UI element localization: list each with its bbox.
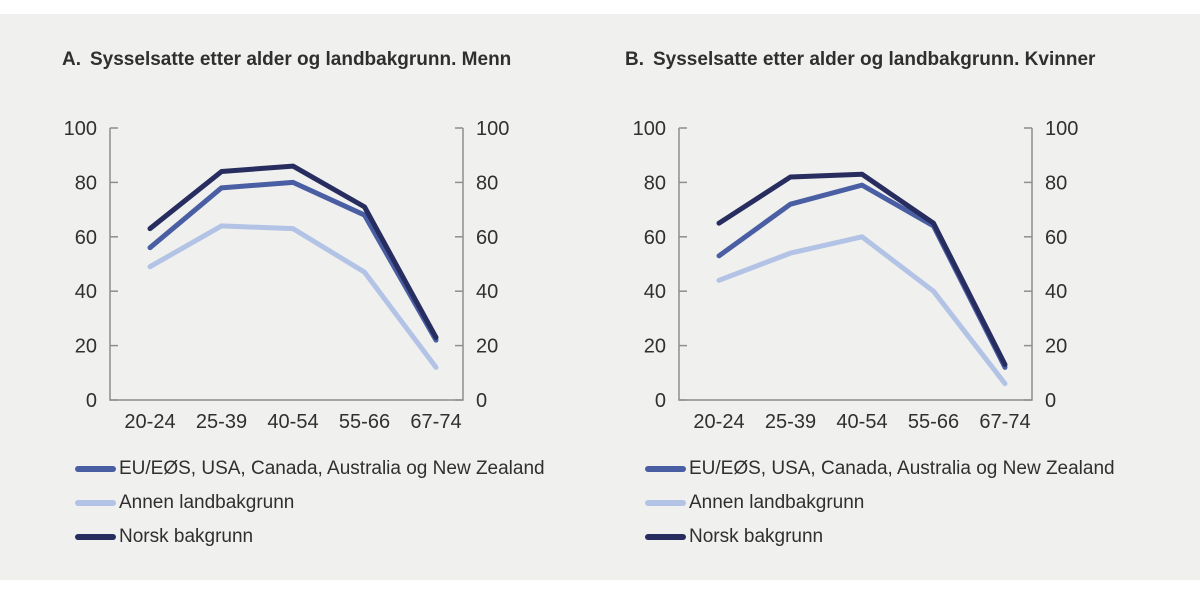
series-line-1 [147,223,439,370]
y-tick-label-right: 40 [1045,281,1067,303]
y-tick-label-left: 100 [633,118,666,140]
chart-b-canvas: 0 0 20 20 40 40 60 60 80 80 100 100 20-24 25-39 40-54 5… [633,118,1079,433]
legend-swatch-annen-icon [645,499,686,506]
chart-a-title-text: Sysselsatte etter alder og landbakgrunn.… [90,49,512,70]
series-line-0 [147,179,439,343]
y-tick-label-left: 80 [644,172,666,194]
x-tick-label: 40-54 [267,411,318,433]
y-tick-label-left: 40 [644,281,666,303]
y-tick-label-left: 0 [86,390,97,412]
y-tick-label-right: 40 [476,281,498,303]
y-tick-label-right: 100 [1045,118,1078,140]
y-tick-label-left: 20 [644,336,666,358]
x-tick-label: 25-39 [196,411,247,433]
y-tick-label-right: 0 [1045,390,1056,412]
legend-label-eu: EU/EØS, USA, Canada, Australia og New Ze… [119,457,545,479]
legend-label-norsk: Norsk bakgrunn [119,525,254,547]
chart-a-legend: EU/EØS, USA, Canada, Australia og New Ze… [75,458,545,547]
legend-item-annen: Annen landbakgrunn [75,492,545,513]
chart-b-title: B. Sysselsatte etter alder og landbakgrun… [625,47,1095,73]
y-tick-label-right: 80 [476,172,498,194]
y-tick-label-right: 100 [476,118,509,140]
chart-b-title-text: Sysselsatte etter alder og landbakgrunn.… [653,49,1096,70]
figure-panel: A. Sysselsatte etter alder og landbakgrun… [0,14,1200,580]
y-tick-label-right: 20 [476,336,498,358]
legend-swatch-norsk-icon [75,533,116,540]
legend-label-eu: EU/EØS, USA, Canada, Australia og New Ze… [689,457,1115,479]
legend-label-annen: Annen landbakgrunn [119,491,295,513]
chart-b-title-letter: B. [625,49,644,70]
series-line-2 [716,171,1008,368]
y-tick-label-right: 80 [1045,172,1067,194]
legend-swatch-eu-icon [645,465,686,472]
y-tick-label-right: 0 [476,390,487,412]
y-tick-label-right: 60 [476,227,498,249]
legend-swatch-eu-icon [75,465,116,472]
y-tick-label-left: 80 [75,172,97,194]
y-tick-label-left: 100 [64,118,97,140]
legend-swatch-annen-icon [75,499,116,506]
chart-a-title: A. Sysselsatte etter alder og landbakgrun… [62,47,511,73]
y-tick-label-left: 20 [75,336,97,358]
y-tick-label-left: 60 [644,227,666,249]
axis-frame [109,128,464,401]
legend-item-eu: EU/EØS, USA, Canada, Australia og New Ze… [75,458,545,479]
x-tick-label: 67-74 [979,411,1030,433]
x-tick-label: 40-54 [836,411,887,433]
legend-label-annen: Annen landbakgrunn [689,491,865,513]
chart-b-legend: EU/EØS, USA, Canada, Australia og New Ze… [645,458,1115,547]
legend-swatch-norsk-icon [645,533,686,540]
y-tick-label-right: 20 [1045,336,1067,358]
x-tick-label: 20-24 [124,411,175,433]
legend-item-eu: EU/EØS, USA, Canada, Australia og New Ze… [645,458,1115,479]
legend-label-norsk: Norsk bakgrunn [689,525,824,547]
series-line-2 [147,163,439,340]
chart-a-canvas: 0 0 20 20 40 40 60 60 80 80 100 100 20-24 25-39 40-54 5… [64,118,510,433]
x-tick-label: 25-39 [765,411,816,433]
x-tick-label: 20-24 [693,411,744,433]
y-tick-label-right: 60 [1045,227,1067,249]
series-line-1 [716,234,1008,387]
y-tick-label-left: 40 [75,281,97,303]
chart-a-title-letter: A. [62,49,81,70]
legend-item-norsk: Norsk bakgrunn [645,526,1115,547]
x-tick-label: 55-66 [908,411,959,433]
y-tick-label-left: 60 [75,227,97,249]
x-tick-label: 55-66 [339,411,390,433]
axis-frame [678,128,1033,401]
y-tick-label-left: 0 [655,390,666,412]
legend-item-norsk: Norsk bakgrunn [75,526,545,547]
legend-item-annen: Annen landbakgrunn [645,492,1115,513]
x-tick-label: 67-74 [410,411,461,433]
